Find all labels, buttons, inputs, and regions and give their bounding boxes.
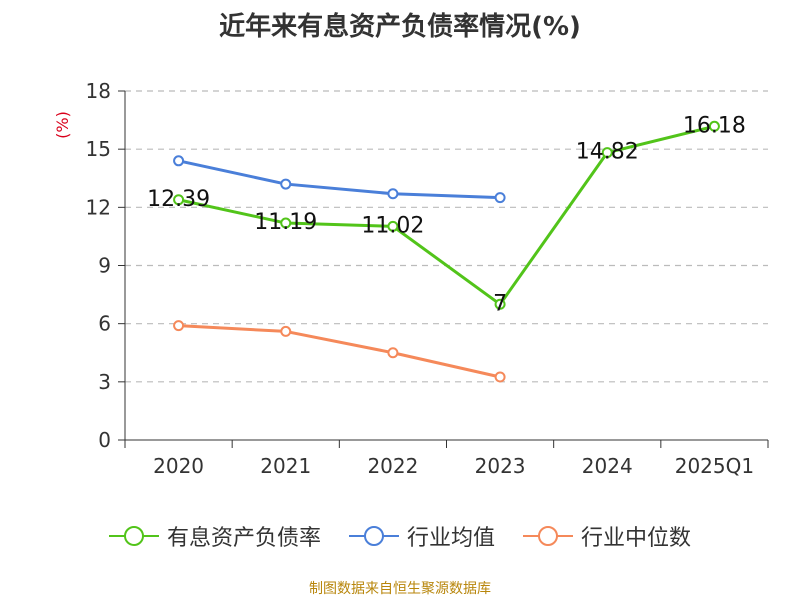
- y-tick-label: 0: [98, 428, 111, 452]
- legend-label: 行业中位数: [581, 526, 692, 551]
- data-label: 7: [493, 291, 507, 316]
- x-tick-label: 2020: [153, 454, 204, 478]
- data-point: [601, 147, 613, 159]
- chart-title: 近年来有息资产负债率情况(%): [219, 12, 581, 42]
- data-label: 11.19: [254, 210, 317, 235]
- legend-marker-icon: [523, 526, 573, 546]
- y-tick-label: 12: [86, 195, 111, 219]
- data-point: [387, 220, 399, 232]
- data-point: [173, 155, 185, 167]
- data-point: [494, 371, 506, 383]
- legend-marker-icon: [348, 526, 399, 546]
- data-label: 16.18: [683, 113, 746, 138]
- series-line-2: [178, 324, 501, 379]
- chart-legend: 有息资产负债率 行业均值 行业中位数: [0, 520, 800, 552]
- y-tick-label: 18: [86, 79, 111, 103]
- y-tick-label: 9: [98, 254, 111, 278]
- y-tick-label: 6: [98, 312, 111, 336]
- legend-item[interactable]: 有息资产负债率: [108, 520, 321, 552]
- data-point: [387, 347, 399, 359]
- y-tick-label: 3: [98, 370, 111, 394]
- legend-label: 有息资产负债率: [166, 526, 321, 551]
- y-tick-label: 15: [86, 137, 111, 161]
- x-tick-label: 2024: [582, 454, 633, 478]
- data-point: [280, 178, 292, 190]
- legend-label: 行业均值: [406, 526, 495, 551]
- data-point: [708, 120, 720, 132]
- x-tick-label: 2025Q1: [675, 454, 754, 478]
- x-tick-label: 2021: [260, 454, 311, 478]
- x-tick-label: 2023: [475, 454, 526, 478]
- data-point: [280, 325, 292, 337]
- data-point: [387, 188, 399, 200]
- data-label: 14.82: [576, 140, 639, 165]
- data-source-note: 制图数据来自恒生聚源数据库: [309, 581, 491, 597]
- data-point: [494, 298, 506, 310]
- legend-item[interactable]: 行业均值: [348, 520, 495, 552]
- data-point: [280, 217, 292, 229]
- legend-marker-icon: [108, 526, 159, 546]
- y-axis-label: (%): [53, 111, 72, 139]
- x-tick-label: 2022: [367, 454, 418, 478]
- series-line-1: [178, 159, 501, 200]
- legend-item[interactable]: 行业中位数: [523, 520, 691, 552]
- data-point: [173, 320, 185, 332]
- data-point: [494, 192, 506, 204]
- data-label: 12.39: [147, 187, 210, 212]
- data-label: 11.02: [361, 213, 424, 238]
- data-point: [173, 194, 185, 206]
- series-line-0: [178, 124, 715, 306]
